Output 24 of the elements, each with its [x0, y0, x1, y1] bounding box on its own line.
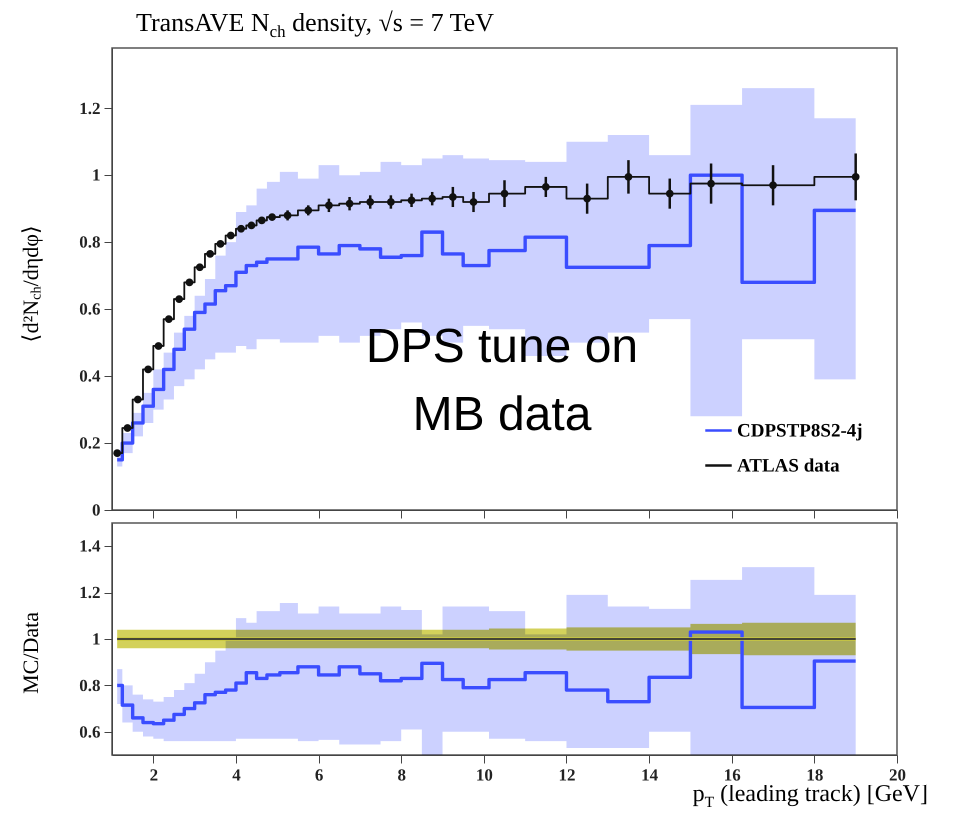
legend-label: CDPSTP8S2-4j [737, 420, 863, 442]
x-tick-label: 8 [397, 766, 406, 785]
chart-title: TransAVE N$_{ch}$ density, √s = 7 TeV [136, 8, 495, 42]
y-tick-label: 1.2 [79, 583, 100, 602]
y-tick-label: 1.4 [79, 536, 101, 556]
y-tick-label: 1 [92, 630, 100, 649]
x-tick-label: 12 [558, 766, 576, 785]
y-tick-label: 0.2 [79, 434, 100, 453]
y-tick-label: 0.4 [79, 366, 101, 386]
x-tick-label: 6 [314, 766, 324, 785]
y-tick-label: 0.8 [79, 232, 100, 252]
y-tick-label: 0.6 [79, 722, 100, 742]
y-tick-label: 0.6 [79, 300, 100, 319]
y-axis-title: MC/Data [18, 612, 44, 694]
x-tick-label: 4 [232, 766, 242, 785]
annotation: DPS tune on MB data [366, 320, 638, 442]
x-tick-label: 10 [476, 766, 493, 785]
x-tick-label: 2 [150, 766, 158, 785]
y-tick-label: 1 [92, 166, 100, 185]
y-tick-label: 0 [92, 500, 100, 520]
x-tick-label: 14 [641, 766, 659, 785]
y-tick-label: 1.2 [79, 98, 100, 118]
legend-label: ATLAS data [737, 456, 840, 477]
y-tick-label: 0.8 [79, 676, 100, 696]
